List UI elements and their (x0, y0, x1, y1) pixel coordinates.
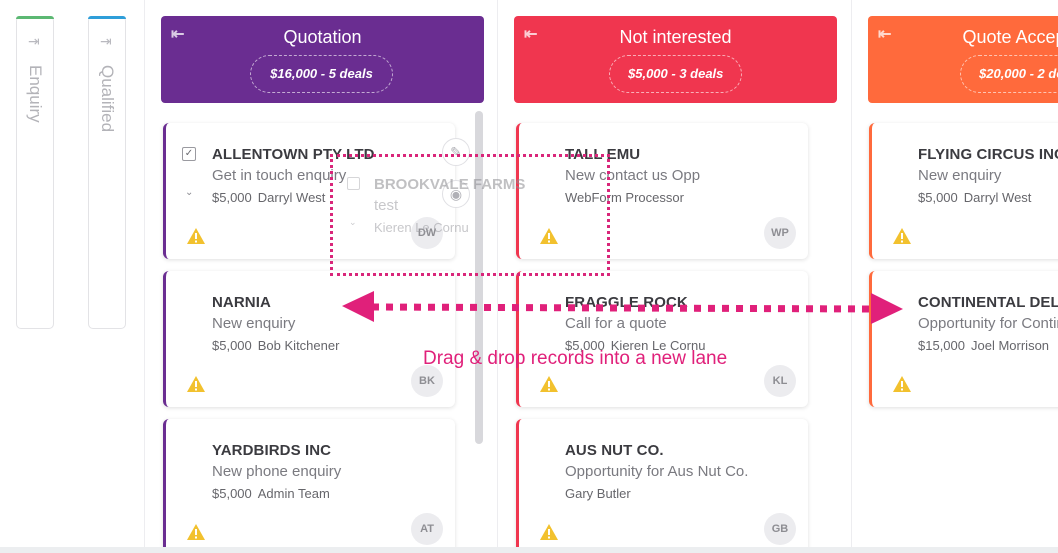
lane-label: Qualified (98, 65, 117, 133)
edit-pencil-icon[interactable]: ✎ (442, 138, 470, 166)
deal-description: New enquiry (212, 315, 296, 332)
owner-avatar: DW (411, 217, 443, 249)
deal-owner: Kieren Le Cornu (374, 220, 469, 235)
warning-icon (187, 228, 205, 244)
deal-meta: Gary Butler (565, 486, 631, 501)
deal-value: $5,000 (212, 486, 252, 501)
deal-card[interactable]: TALL EMU New contact us Opp WebForm Proc… (516, 123, 808, 259)
deal-card[interactable]: ✓ ⌄ ALLENTOWN PTY LTD Get in touch enqui… (163, 123, 470, 259)
deal-meta: $15,000 Joel Morrison (918, 338, 1049, 353)
owner-avatar: KL (764, 365, 796, 397)
expand-right-icon[interactable]: ⇥ (28, 33, 40, 49)
lane-summary-badge: $20,000 - 2 deals (960, 55, 1058, 93)
deal-owner: Joel Morrison (971, 338, 1050, 353)
deal-value: $5,000 (212, 190, 252, 205)
lane-color-bar (88, 16, 126, 19)
deal-value: $5,000 (565, 338, 605, 353)
lane-title: Quotation (283, 27, 362, 47)
deal-name: FLYING CIRCUS INC (918, 146, 1058, 163)
lane-scrollbar[interactable] (475, 111, 483, 444)
deal-description: test (374, 197, 399, 214)
deal-description: Call for a quote (565, 315, 667, 332)
warning-icon (187, 524, 205, 540)
deal-owner: WebForm Processor (565, 190, 684, 205)
deal-owner: Kieren Le Cornu (610, 338, 706, 353)
owner-avatar: GB (764, 513, 796, 545)
deal-card[interactable]: YARDBIRDS INC New phone enquiry $5,000 Ad… (163, 419, 455, 547)
deal-description: New phone enquiry (212, 463, 342, 480)
deal-description: New contact us Opp (565, 167, 701, 184)
deal-value: $15,000 (918, 338, 965, 353)
warning-icon (187, 376, 205, 392)
lane-summary-badge: $5,000 - 3 deals (609, 55, 742, 93)
warning-icon (540, 228, 558, 244)
warning-icon (893, 228, 911, 244)
deal-value: $5,000 (212, 338, 252, 353)
deal-description: Get in touch enquiry (212, 167, 347, 184)
bottom-strip (0, 547, 1058, 553)
warning-icon (540, 524, 558, 540)
annotation-caption: Drag & drop records into a new lane (423, 348, 728, 369)
deal-card[interactable]: CONTINENTAL DELI Opportunity for Contine… (869, 271, 1058, 407)
warning-icon (893, 376, 911, 392)
deal-meta: $5,000 Darryl West (918, 190, 1031, 205)
deal-card[interactable]: FLYING CIRCUS INC New enquiry $5,000 Darr… (869, 123, 1058, 259)
deal-meta: $5,000 Bob Kitchener (212, 338, 339, 353)
collapsed-lane-enquiry[interactable]: ⇥ Enquiry (16, 16, 54, 329)
deal-meta: $5,000 Kieren Le Cornu (565, 338, 705, 353)
owner-avatar: WP (764, 217, 796, 249)
deal-card[interactable]: NARNIA New enquiry $5,000 Bob Kitchener B… (163, 271, 455, 407)
deal-name: YARDBIRDS INC (212, 442, 332, 459)
deal-meta: $5,000 Darryl West (212, 190, 325, 205)
deal-name: CONTINENTAL DELI (918, 294, 1058, 311)
deal-description: Opportunity for Continental Deli (918, 315, 1058, 332)
lane-title: Quote Accepted (962, 27, 1058, 47)
lane-summary-badge: $16,000 - 5 deals (250, 55, 393, 93)
lane-header-quote-accepted: ⇤ Quote Accepted $20,000 - 2 deals (868, 16, 1058, 103)
chevron-down-icon: ⌄ (349, 217, 357, 227)
drag-highlight-box (330, 154, 610, 276)
collapse-left-icon[interactable]: ⇤ (878, 26, 892, 43)
view-eye-icon[interactable]: ◉ (442, 180, 470, 208)
deal-owner: Darryl West (257, 190, 326, 205)
collapsed-lane-qualified[interactable]: ⇥ Qualified (88, 16, 126, 329)
lane-label: Enquiry (26, 65, 45, 123)
chevron-down-icon[interactable]: ⌄ (185, 187, 194, 198)
deal-owner: Darryl West (963, 190, 1032, 205)
deal-owner: Bob Kitchener (257, 338, 340, 353)
deal-description: New enquiry (918, 167, 1002, 184)
lane-divider (851, 0, 852, 547)
deal-owner: Gary Butler (565, 486, 631, 501)
deal-name: NARNIA (212, 294, 271, 311)
owner-avatar: BK (411, 365, 443, 397)
deal-description: Opportunity for Aus Nut Co. (565, 463, 749, 480)
collapse-left-icon[interactable]: ⇤ (524, 26, 538, 43)
select-checkbox (347, 177, 360, 190)
select-checkbox[interactable]: ✓ (182, 147, 196, 161)
lane-header-quotation: ⇤ Quotation $16,000 - 5 deals (161, 16, 484, 103)
lane-header-not-interested: ⇤ Not interested $5,000 - 3 deals (514, 16, 837, 103)
deal-meta: WebForm Processor (565, 190, 684, 205)
deal-owner: Admin Team (257, 486, 330, 501)
owner-avatar: AT (411, 513, 443, 545)
lane-divider (144, 0, 145, 547)
warning-icon (540, 376, 558, 392)
deal-name: ALLENTOWN PTY LTD (212, 146, 375, 163)
deal-name: BROOKVALE FARMS (374, 176, 526, 193)
lane-title: Not interested (619, 27, 732, 47)
dragging-card-ghost[interactable]: ⌄ BROOKVALE FARMS test Kieren Le Cornu (332, 155, 608, 273)
lane-color-bar (16, 16, 54, 19)
deal-meta: $5,000 Admin Team (212, 486, 330, 501)
deal-value: $5,000 (918, 190, 958, 205)
deal-card[interactable]: AUS NUT CO. Opportunity for Aus Nut Co. … (516, 419, 808, 547)
expand-right-icon[interactable]: ⇥ (100, 33, 112, 49)
collapse-left-icon[interactable]: ⇤ (171, 26, 185, 43)
deal-name: AUS NUT CO. (565, 442, 664, 459)
